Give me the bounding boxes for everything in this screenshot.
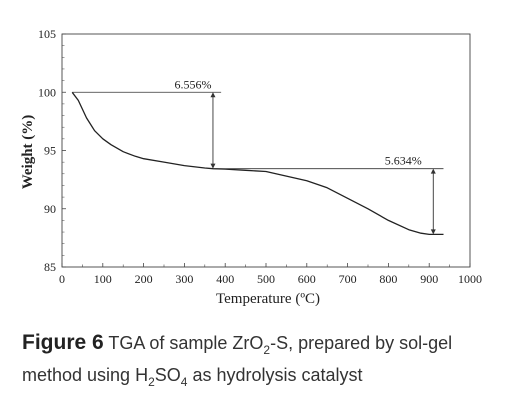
tga-chart: 0 100 200 300 400 500 600 700 800 900 1000 85 90 95 10… (20, 27, 482, 307)
x-tick-label: 900 (420, 272, 438, 286)
axes (61, 33, 471, 268)
tga-curve (71, 91, 444, 236)
x-tick-label: 400 (216, 272, 234, 286)
caption-sub-3: 4 (180, 375, 188, 389)
figure-number: Figure 6 (22, 331, 104, 354)
annotation-label: 5.634% (385, 154, 422, 168)
caption-text-1a: TGA of sample ZrO (103, 333, 264, 353)
x-tick-label: 600 (298, 272, 316, 286)
y-tick-label: 100 (38, 85, 56, 99)
plot-frame (61, 33, 471, 268)
caption-text-2a: method using H (22, 365, 149, 385)
caption-text-2b: SO (154, 365, 181, 385)
y-axis-label: Weight (%) (20, 115, 36, 190)
annotations: 6.556% 5.634% (72, 77, 444, 235)
x-tick-label: 200 (135, 272, 153, 286)
y-tick-label: 85 (44, 260, 56, 274)
x-tick-label: 300 (175, 272, 193, 286)
x-tick-label: 700 (339, 272, 357, 286)
annotation-label: 6.556% (174, 77, 211, 91)
y-tick-label: 105 (38, 27, 56, 41)
caption-text-1b: -S, prepared by sol-gel (270, 333, 453, 353)
y-tick-label: 95 (44, 144, 56, 158)
annotation-arrow-head-up (430, 168, 436, 174)
annotation-arrow-head-down (430, 229, 436, 235)
x-tick-label: 0 (59, 272, 65, 286)
caption-text-2c: as hydrolysis catalyst (187, 365, 363, 385)
ticks: 0 100 200 300 400 500 600 700 800 900 1000 85 90 95 10… (38, 27, 482, 286)
annotation-arrow-head-up (210, 92, 216, 98)
x-tick-label: 800 (379, 272, 397, 286)
x-tick-label: 1000 (458, 272, 482, 286)
x-axis-label: Temperature (ºC) (216, 291, 320, 307)
caption-sub-2: 2 (148, 375, 155, 389)
series (71, 91, 444, 236)
annotation-arrow-head-down (210, 163, 216, 169)
figure-caption: Figure 6 TGA of sample ZrO2-S, prepared … (22, 328, 502, 392)
x-tick-label: 100 (94, 272, 112, 286)
y-tick-label: 90 (44, 202, 56, 216)
caption-sub-1: 2 (263, 343, 271, 357)
x-tick-label: 500 (257, 272, 275, 286)
